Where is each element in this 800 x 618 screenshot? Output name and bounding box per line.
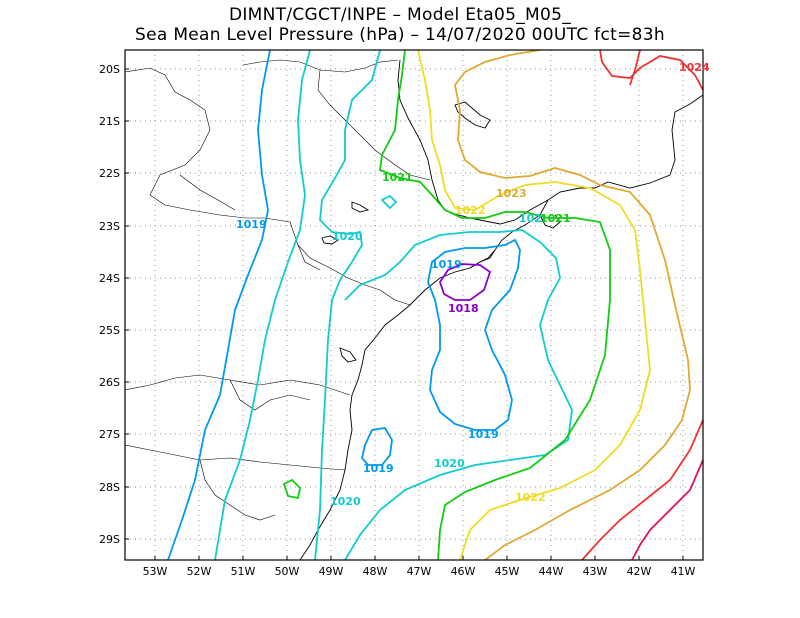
lat-tick-label: 22S [99,167,120,180]
lat-tick-label: 20S [99,63,120,76]
contour-labels: 1024 1021 1023 1022 102 1021 1019 1020 1… [236,61,710,508]
lat-tick-label: 27S [99,428,120,441]
lat-tick-label: 29S [99,533,120,546]
isobar-1020-west [214,49,311,561]
isobar-1024-ne [599,49,704,91]
isobar-1019 [427,238,521,431]
contour-label: 1019 [236,218,267,231]
lat-tick-label: 21S [99,115,120,128]
isobar-1022 [417,49,651,561]
lat-tick-label: 24S [99,272,120,285]
lon-tick-label: 53W [143,565,168,578]
isobar-1025-se [631,459,704,561]
lon-tick-label: 52W [187,565,212,578]
coastline [299,59,704,561]
contour-label: 1023 [496,187,527,200]
lon-tick-label: 50W [275,565,300,578]
latitude-ticks: 20S 21S 22S 23S 24S 25S 26S 27S 28S 29S [99,63,129,546]
isobar-1020-coast [314,49,381,561]
isobar-1023 [454,49,691,561]
contour-label: 1019 [431,258,462,271]
state-borders [124,59,431,521]
lon-tick-label: 49W [319,565,344,578]
lon-tick-label: 51W [231,565,256,578]
contour-label: 1020 [332,230,363,243]
contour-label: 1019 [363,462,394,475]
isobar-1021 [379,49,611,561]
contour-label: 102 [519,212,542,225]
grid-lines [125,50,703,560]
contour-label: 1020 [434,457,465,470]
contour-label: 1024 [679,61,710,74]
contour-label: 1020 [330,495,361,508]
contour-label: 1018 [448,302,479,315]
chart-subtitle: Sea Mean Level Pressure (hPa) – 14/07/20… [135,25,665,45]
lon-tick-label: 46W [451,565,476,578]
contour-label: 1022 [455,204,486,217]
isobar-1020-island [380,194,398,210]
lon-tick-label: 47W [407,565,432,578]
longitude-ticks: 53W 52W 51W 50W 49W 48W 47W 46W 45W 44W 43W 42W 41W [143,556,696,578]
contour-label: 1019 [468,428,499,441]
contour-label: 1021 [540,212,571,225]
lon-tick-label: 43W [583,565,608,578]
isobar-1021-small [282,478,301,500]
lat-tick-label: 28S [99,481,120,494]
isobar-1019-small [361,427,393,466]
lon-tick-label: 44W [539,565,564,578]
lon-tick-label: 45W [495,565,520,578]
contour-label: 1021 [382,171,413,184]
lon-tick-label: 48W [363,565,388,578]
isobar-1019-west [167,49,271,561]
contour-label: 1022 [515,491,546,504]
lat-tick-label: 26S [99,376,120,389]
isobar-1020-ocean [344,229,573,561]
plot-frame [124,49,704,561]
isobar-1024-ne-b [629,49,641,86]
lat-tick-label: 25S [99,324,120,337]
chart-title: DIMNT/CGCT/INPE – Model Eta05_M05_ [228,5,572,25]
lon-tick-label: 41W [671,565,696,578]
lon-tick-label: 42W [627,565,652,578]
isobars [167,49,704,561]
lat-tick-label: 23S [99,220,120,233]
isobar-1024-se [581,419,704,561]
isobar-1018 [439,263,492,301]
